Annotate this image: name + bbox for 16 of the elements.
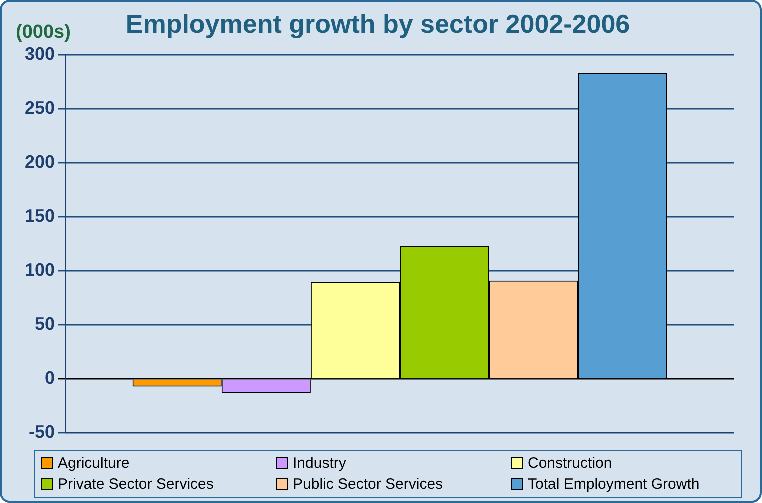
y-tick-label: 200 (24, 152, 56, 172)
y-tick-label: 100 (24, 260, 56, 280)
y-tick-label: 300 (24, 44, 56, 64)
y-tick-label: 250 (24, 98, 56, 118)
legend-label: Industry (292, 454, 348, 474)
y-axis-title: (000s) (16, 22, 71, 44)
y-tick-label: 150 (24, 206, 56, 226)
chart-title: Employment growth by sector 2002-2006 (126, 8, 630, 39)
y-tick-label: -50 (29, 422, 56, 442)
legend-label: Construction (527, 454, 614, 474)
legend-label: Agriculture (57, 454, 131, 474)
legend-label: Public Sector Services (292, 475, 444, 495)
y-tick-label: 0 (45, 368, 56, 388)
legend-label: Private Sector Services (57, 475, 215, 495)
legend-label: Total Employment Growth (527, 475, 701, 495)
y-tick-label: 50 (35, 314, 56, 334)
